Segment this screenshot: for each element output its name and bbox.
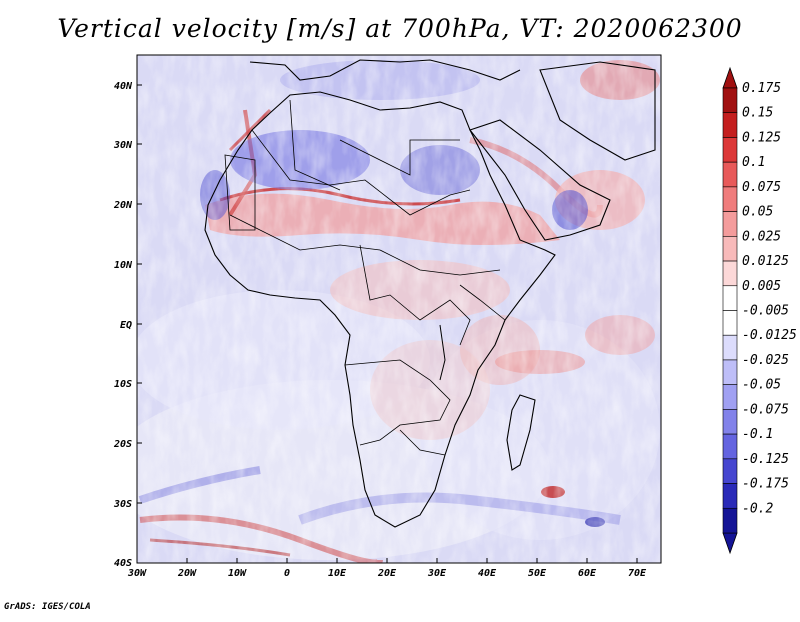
credit-text: GrADS: IGES/COLA: [4, 602, 91, 612]
colorbar-label: 0.1: [742, 155, 765, 170]
lon-label: 30W: [127, 568, 147, 579]
colorbar-swatch: [722, 384, 738, 410]
colorbar-swatch: [722, 359, 738, 385]
colorbar-swatch: [722, 483, 738, 509]
lon-label: 70E: [628, 568, 647, 579]
lat-label: EQ: [120, 320, 132, 331]
lon-label: 50E: [528, 568, 547, 579]
velocity-field: [137, 55, 661, 563]
colorbar-label: 0.125: [742, 130, 781, 145]
lon-label: 40E: [478, 568, 497, 579]
colorbar-label: 0.0125: [742, 254, 789, 269]
colorbar-swatch: [722, 507, 738, 534]
colorbar-label: 0.175: [742, 81, 781, 96]
colorbar-swatch: [722, 236, 738, 262]
lon-axis: 30W 20W 10W 0 10E 20E 30E 40E 50E 60E 70…: [127, 558, 647, 579]
colorbar-label: 0.025: [742, 229, 781, 244]
colorbar-swatch: [722, 409, 738, 435]
lat-label: 40S: [114, 558, 132, 569]
colorbar-swatch: [722, 186, 738, 212]
lon-label: 0: [284, 568, 290, 579]
lon-label: 30E: [427, 568, 447, 579]
colorbar-swatch: [722, 260, 738, 287]
colorbar-swatch: [722, 211, 738, 237]
colorbar-swatch: [722, 458, 738, 484]
coastlines: [204, 59, 656, 528]
lat-label: 10N: [114, 260, 133, 271]
lon-label: 60E: [578, 568, 597, 579]
colorbar-label: -0.175: [742, 477, 789, 492]
colorbar-bottom-arrow: [722, 532, 738, 555]
lon-label: 20E: [377, 568, 397, 579]
lat-label: 20N: [113, 200, 133, 211]
lat-label: 10S: [114, 379, 132, 390]
colorbar-swatch: [722, 310, 738, 336]
map-title: Vertical velocity [m/s] at 700hPa, VT: 2…: [57, 14, 743, 43]
colorbar-swatch: [722, 87, 738, 114]
colorbar-label: -0.075: [742, 402, 789, 417]
colorbar-label: -0.1: [742, 427, 773, 442]
colorbar-label: -0.025: [742, 353, 789, 368]
lon-label: 20W: [177, 568, 197, 579]
colorbar-label: -0.05: [742, 378, 781, 393]
colorbar-swatch: [722, 334, 738, 361]
colorbar-swatch: [722, 285, 738, 311]
colorbar-label: -0.125: [742, 452, 789, 467]
colorbar-swatch: [722, 112, 738, 138]
colorbar-swatch: [722, 161, 738, 188]
colorbar-swatch: [722, 137, 738, 163]
colorbar-label: 0.15: [742, 106, 773, 121]
colorbar-label: -0.0125: [742, 328, 797, 343]
colorbar-label: 0.075: [742, 180, 781, 195]
colorbar-label: 0.05: [742, 205, 773, 220]
colorbar: 0.175 0.15 0.125 0.1 0.075 0.05 0.025 0.0125 0.0…: [722, 66, 797, 555]
map-frame: [136, 54, 662, 564]
colorbar-top-arrow: [722, 66, 738, 89]
lat-label: 30N: [113, 140, 133, 151]
lon-label: 10W: [228, 568, 247, 579]
lat-axis: 40N 30N 20N 10N EQ 10S 20S 30S 40S: [113, 81, 142, 569]
lat-label: 40N: [114, 81, 133, 92]
lat-label: 20S: [113, 439, 132, 450]
colorbar-label: 0.005: [742, 279, 781, 294]
lon-label: 10E: [328, 568, 347, 579]
colorbar-label: -0.2: [742, 501, 773, 516]
colorbar-swatch: [722, 433, 738, 460]
lat-label: 30S: [113, 499, 132, 510]
colorbar-label: -0.005: [742, 304, 789, 319]
